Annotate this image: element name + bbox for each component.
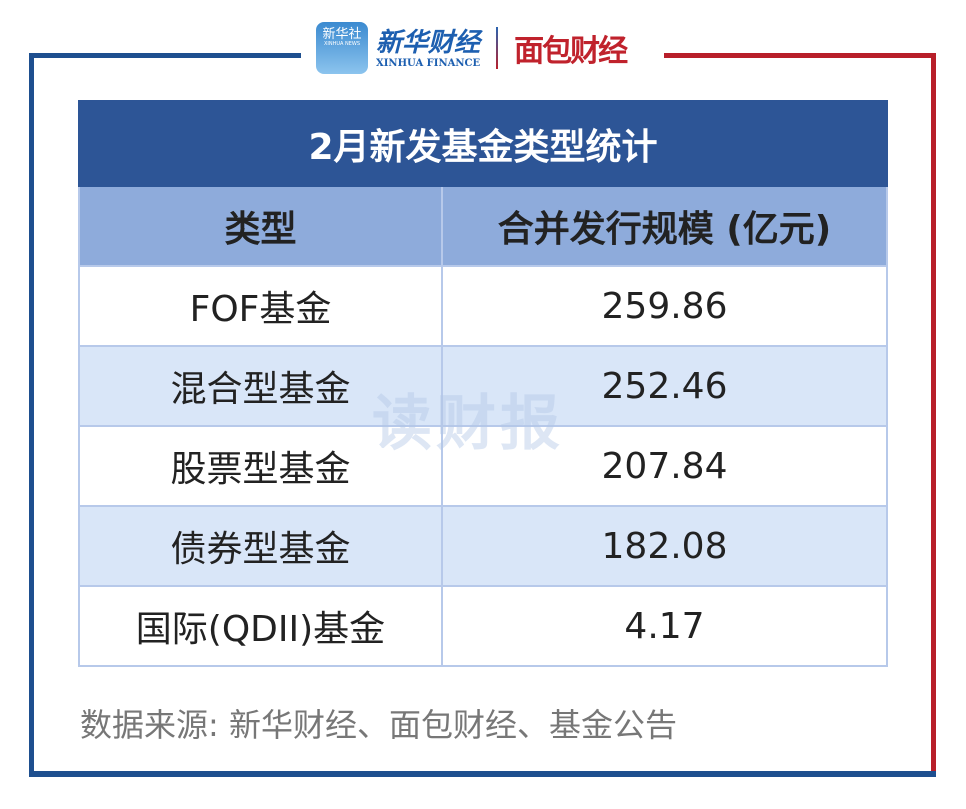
cell-type: 国际(QDII)基金	[78, 585, 443, 667]
frame-border-bottom	[29, 771, 936, 777]
table-row: 债券型基金 182.08	[78, 505, 888, 587]
logo-divider	[496, 27, 499, 69]
cell-type: 债券型基金	[78, 505, 443, 587]
cell-type: 混合型基金	[78, 345, 443, 427]
cell-value: 259.86	[441, 265, 888, 347]
table-row: FOF基金 259.86	[78, 265, 888, 347]
cell-type: FOF基金	[78, 265, 443, 347]
table-title: 2月新发基金类型统计	[78, 100, 888, 187]
cell-value: 182.08	[441, 505, 888, 587]
table-row: 股票型基金 207.84	[78, 425, 888, 507]
mianbao-finance-logo: 面包财经	[514, 34, 628, 69]
header-amount: 合并发行规模 (亿元)	[441, 185, 888, 267]
logo-bar: 新华社 XINHUA NEWS 新华财经 XINHUA FINANCE 面包财经	[316, 20, 628, 76]
frame-border-top-left	[29, 53, 301, 58]
table-title-row: 2月新发基金类型统计	[78, 100, 888, 187]
cell-value: 207.84	[441, 425, 888, 507]
data-source-note: 数据来源: 新华财经、面包财经、基金公告	[80, 706, 677, 744]
xinhua-finance-logo: 新华财经 XINHUA FINANCE	[376, 27, 481, 69]
cell-value: 4.17	[441, 585, 888, 667]
table-row: 混合型基金 252.46	[78, 345, 888, 427]
xinhua-news-logo: 新华社 XINHUA NEWS	[316, 22, 368, 74]
header-type: 类型	[78, 185, 443, 267]
fund-stats-table: 2月新发基金类型统计 类型 合并发行规模 (亿元) FOF基金 259.86 混合…	[78, 100, 888, 667]
frame-border-top-right	[664, 53, 936, 58]
cell-value: 252.46	[441, 345, 888, 427]
frame-border-right	[931, 53, 936, 777]
table-header-row: 类型 合并发行规模 (亿元)	[78, 185, 888, 267]
cell-type: 股票型基金	[78, 425, 443, 507]
frame-border-left	[29, 53, 34, 777]
table-row: 国际(QDII)基金 4.17	[78, 585, 888, 667]
